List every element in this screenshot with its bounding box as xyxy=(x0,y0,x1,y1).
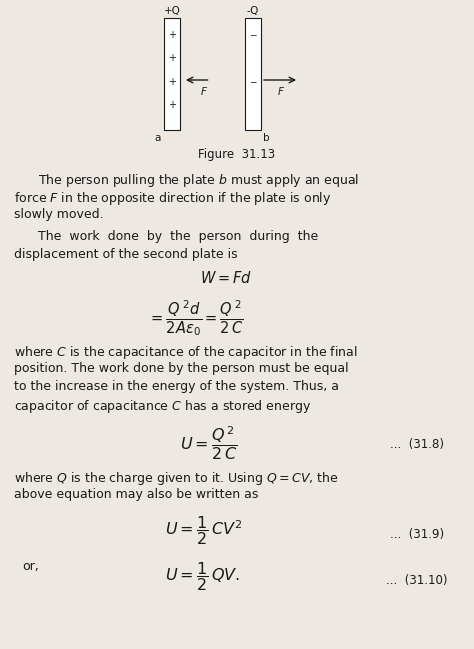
Text: $U = \dfrac{Q^{\,2}}{2\,C}$: $U = \dfrac{Q^{\,2}}{2\,C}$ xyxy=(180,424,237,461)
Text: displacement of the second plate is: displacement of the second plate is xyxy=(14,248,237,261)
Text: ...  (31.10): ... (31.10) xyxy=(386,574,447,587)
Text: +: + xyxy=(168,30,176,40)
Text: The person pulling the plate $b$ must apply an equal: The person pulling the plate $b$ must ap… xyxy=(38,172,359,189)
Text: force $F$ in the opposite direction if the plate is only: force $F$ in the opposite direction if t… xyxy=(14,190,331,207)
Text: position. The work done by the person must be equal: position. The work done by the person mu… xyxy=(14,362,348,375)
Text: $W = Fd$: $W = Fd$ xyxy=(200,270,252,286)
Text: $F$: $F$ xyxy=(201,85,209,97)
Text: capacitor of capacitance $C$ has a stored energy: capacitor of capacitance $C$ has a store… xyxy=(14,398,311,415)
Text: $U = \dfrac{1}{2}\,CV^{2}$: $U = \dfrac{1}{2}\,CV^{2}$ xyxy=(165,514,242,547)
Text: +: + xyxy=(168,100,176,110)
Text: −: − xyxy=(249,31,257,40)
Text: +Q: +Q xyxy=(164,6,181,16)
Bar xyxy=(164,18,180,130)
Text: b: b xyxy=(263,133,270,143)
Text: +: + xyxy=(168,53,176,63)
Text: Figure  31.13: Figure 31.13 xyxy=(199,148,275,161)
Text: slowly moved.: slowly moved. xyxy=(14,208,104,221)
Bar xyxy=(245,18,261,130)
Text: −: − xyxy=(249,77,257,86)
Text: The  work  done  by  the  person  during  the: The work done by the person during the xyxy=(38,230,318,243)
Text: where $Q$ is the charge given to it. Using $Q = CV$, the: where $Q$ is the charge given to it. Usi… xyxy=(14,470,338,487)
Text: +: + xyxy=(168,77,176,87)
Text: or,: or, xyxy=(22,560,39,573)
Text: to the increase in the energy of the system. Thus, a: to the increase in the energy of the sys… xyxy=(14,380,339,393)
Text: a: a xyxy=(155,133,161,143)
Text: ...  (31.8): ... (31.8) xyxy=(390,438,444,451)
Text: $F$: $F$ xyxy=(277,85,285,97)
Text: $= \dfrac{Q^{\,2}d}{2A\varepsilon_0} = \dfrac{Q^{\,2}}{2\,C}$: $= \dfrac{Q^{\,2}d}{2A\varepsilon_0} = \… xyxy=(148,298,244,338)
Text: $U = \dfrac{1}{2}\,QV.$: $U = \dfrac{1}{2}\,QV.$ xyxy=(165,560,240,593)
Text: ...  (31.9): ... (31.9) xyxy=(390,528,444,541)
Text: -Q: -Q xyxy=(247,6,259,16)
Text: where $C$ is the capacitance of the capacitor in the final: where $C$ is the capacitance of the capa… xyxy=(14,344,357,361)
Text: above equation may also be written as: above equation may also be written as xyxy=(14,488,258,501)
